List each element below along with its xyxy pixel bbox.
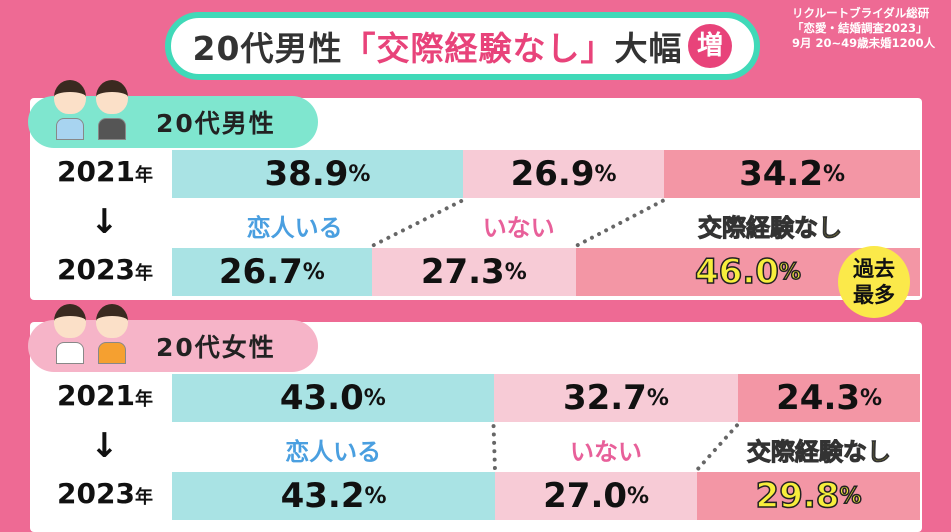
group-label-text: 20代女性 xyxy=(156,333,276,362)
person-icon xyxy=(52,80,88,140)
headline: 20代男性 「交際経験なし」 大幅増 xyxy=(165,12,760,80)
connector-line xyxy=(574,198,666,248)
bar-segment: 26.7% xyxy=(172,248,372,296)
bar-segment: 38.9% xyxy=(172,150,463,198)
year-text: 2023 xyxy=(57,477,135,510)
headline-quote: 「交際経験なし」 xyxy=(342,29,615,68)
year-label: 2023年 xyxy=(57,253,153,286)
bar-segment: 27.3% xyxy=(371,248,576,296)
connector-line xyxy=(695,422,740,472)
stacked-bar: 43.0% 32.7% 24.3% xyxy=(172,374,920,422)
value-label: 24.3 xyxy=(776,378,861,418)
category-label: いない xyxy=(482,214,555,242)
value-label: 43.2 xyxy=(280,476,365,516)
arrow-down-icon: ↓ xyxy=(90,202,119,242)
character-illustrations xyxy=(52,80,130,140)
year-label: 2021年 xyxy=(57,155,153,188)
person-icon xyxy=(94,80,130,140)
year-text: 2021 xyxy=(57,155,135,188)
connector-line xyxy=(491,423,498,471)
increase-badge: 増 xyxy=(688,24,733,68)
record-high-text: 過去最多 xyxy=(853,257,895,307)
bar-segment: 34.2% xyxy=(664,150,920,198)
source-line: 9月 20~49歳未婚1200人 xyxy=(792,36,936,50)
value-label: 43.0 xyxy=(279,378,364,418)
stacked-bar: 43.2% 27.0% 29.8% xyxy=(172,472,920,520)
arrow-down-icon: ↓ xyxy=(90,426,119,466)
category-label: 恋人いる xyxy=(246,214,343,242)
source-note: リクルートブライダル総研 「恋愛・結婚調査2023」 9月 20~49歳未婚12… xyxy=(792,6,935,51)
source-line: リクルートブライダル総研 xyxy=(792,6,930,20)
value-label: 38.9 xyxy=(264,154,349,194)
bar-segment: 26.9% xyxy=(462,150,665,198)
headline-text: 20代男性 xyxy=(192,29,343,68)
year-text: 2021 xyxy=(57,379,135,412)
chart-panel: 20代女性 ↓ 2021年 43.0% 32.7% 24.3% 2023年 43.2% 27.… xyxy=(28,304,922,532)
chart-panel: 20代男性 ↓ 2021年 38.9% 26.9% 34.2% 2023年 26.7% 27.… xyxy=(28,80,922,318)
person-icon xyxy=(52,304,88,364)
category-label: いない xyxy=(570,438,643,466)
record-high-badge: 過去最多 xyxy=(838,246,910,318)
stacked-bar: 26.7% 27.3% 46.0% xyxy=(172,248,920,296)
value-label: 32.7 xyxy=(562,378,647,418)
bar-segment: 43.2% xyxy=(172,472,496,520)
value-label: 27.3 xyxy=(420,252,505,292)
bar-segment: 24.3% xyxy=(738,374,920,422)
connector-line xyxy=(370,198,464,248)
value-label: 27.0 xyxy=(543,476,628,516)
category-label: 恋人いる xyxy=(285,438,382,466)
bar-segment: 32.7% xyxy=(493,374,739,422)
bar-segment: 27.0% xyxy=(495,472,698,520)
value-label: 26.9 xyxy=(510,154,595,194)
category-label: 交際経験なし xyxy=(746,438,891,467)
year-label: 2021年 xyxy=(57,379,153,412)
character-illustrations xyxy=(52,304,130,364)
category-label: 交際経験なし xyxy=(698,214,843,243)
bar-segment: 29.8% xyxy=(697,472,920,520)
headline-text-end: 大幅 xyxy=(614,29,683,68)
year-label: 2023年 xyxy=(57,477,153,510)
value-label: 34.2 xyxy=(739,154,823,194)
value-label: 29.8 xyxy=(755,475,840,517)
source-line: 「恋愛・結婚調査2023」 xyxy=(792,21,928,35)
stacked-bar: 38.9% 26.9% 34.2% xyxy=(172,150,920,198)
year-text: 2023 xyxy=(57,253,135,286)
value-label: 26.7 xyxy=(218,252,303,292)
value-label: 46.0 xyxy=(694,251,779,293)
person-icon xyxy=(94,304,130,364)
group-label-text: 20代男性 xyxy=(156,109,276,138)
bar-segment: 43.0% xyxy=(172,374,494,422)
